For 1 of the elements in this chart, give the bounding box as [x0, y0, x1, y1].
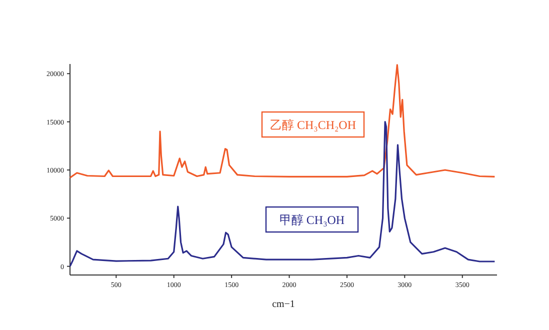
x-axis-title: cm−1 — [272, 299, 295, 310]
